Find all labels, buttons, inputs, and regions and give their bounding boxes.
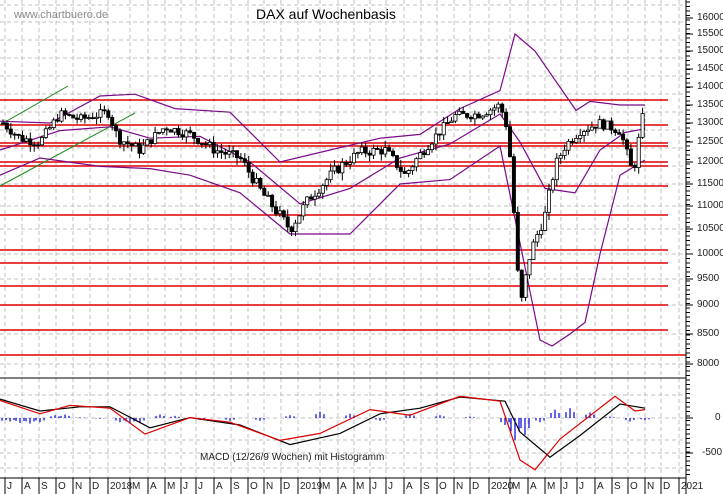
y-tick-label: 15500 [697,28,723,39]
x-tick-label: S [614,481,621,492]
x-tick-label: A [597,481,604,492]
grid-lines [0,0,686,478]
x-tick-label: J [183,481,188,492]
x-tick-label: N [456,481,464,492]
x-tick-label: M [547,481,556,492]
chart-title: DAX auf Wochenbasis [256,6,396,22]
price-candles [0,101,645,302]
x-tick-label: J [198,481,203,492]
x-tick-label: N [647,481,655,492]
x-tick-label: J [563,481,568,492]
y-axis-ticks [686,1,693,475]
x-tick-label: M [132,481,141,492]
x-tick-label: O [630,481,638,492]
x-tick-label: S [41,481,48,492]
y-tick-label: 8000 [697,358,720,369]
x-tick-label: M [512,481,521,492]
y-tick-label: 13500 [697,99,723,110]
y-tick-label: 15000 [697,45,723,56]
y-tick-label: 14000 [697,81,723,92]
x-tick-label: M [322,481,331,492]
y-tick-label: 11000 [697,200,723,211]
y-tick-label: 11500 [697,178,723,189]
x-tick-label: S [233,481,240,492]
x-tick-label: A [406,481,413,492]
macd-panel [0,395,650,471]
x-tick-label: D [472,481,480,492]
site-watermark: www.chartbuero.de [14,9,109,21]
x-tick-label: J [372,481,377,492]
bollinger-bands [0,32,646,347]
x-tick-label: O [250,481,258,492]
x-tick-label: D [283,481,291,492]
chart-frame [0,0,687,494]
y-tick-label: 9000 [697,299,720,310]
trend-channel-lines [0,85,136,187]
x-tick-label: J [7,481,12,492]
y-tick-label: 8500 [697,328,720,339]
x-tick-label: J [388,481,393,492]
y-tick-label: 10000 [697,248,723,259]
x-tick-label: O [439,481,447,492]
y-tick-label: 16000 [697,12,723,23]
x-tick-label: A [24,481,31,492]
macd-tick-label: -500 [702,447,723,458]
y-tick-label: 9500 [697,273,720,284]
x-tick-label: O [58,481,66,492]
x-tick-label: 2021 [681,481,704,492]
x-tick-label: J [579,481,584,492]
x-tick-label: 2018 [110,481,133,492]
y-tick-label: 14500 [697,63,723,74]
y-tick-label: 12000 [697,156,723,167]
x-tick-label: D [663,481,671,492]
x-tick-label: M [356,481,365,492]
x-tick-label: S [423,481,430,492]
macd-tick-label: 0 [715,412,721,423]
support-resistance-lines [0,99,686,356]
x-tick-label: A [216,481,223,492]
macd-label: MACD (12/26/9 Wochen) mit Histogramm [200,452,385,463]
x-tick-label: N [75,481,83,492]
x-tick-label: A [340,481,347,492]
y-tick-label: 13000 [697,117,723,128]
x-tick-label: A [530,481,537,492]
x-tick-label: N [266,481,274,492]
x-tick-label: D [92,481,100,492]
y-tick-label: 10500 [697,223,723,234]
x-tick-label: M [167,481,176,492]
x-tick-label: A [150,481,157,492]
x-tick-label: 2020 [491,481,514,492]
y-tick-label: 12500 [697,136,723,147]
x-tick-label: 2019 [300,481,323,492]
